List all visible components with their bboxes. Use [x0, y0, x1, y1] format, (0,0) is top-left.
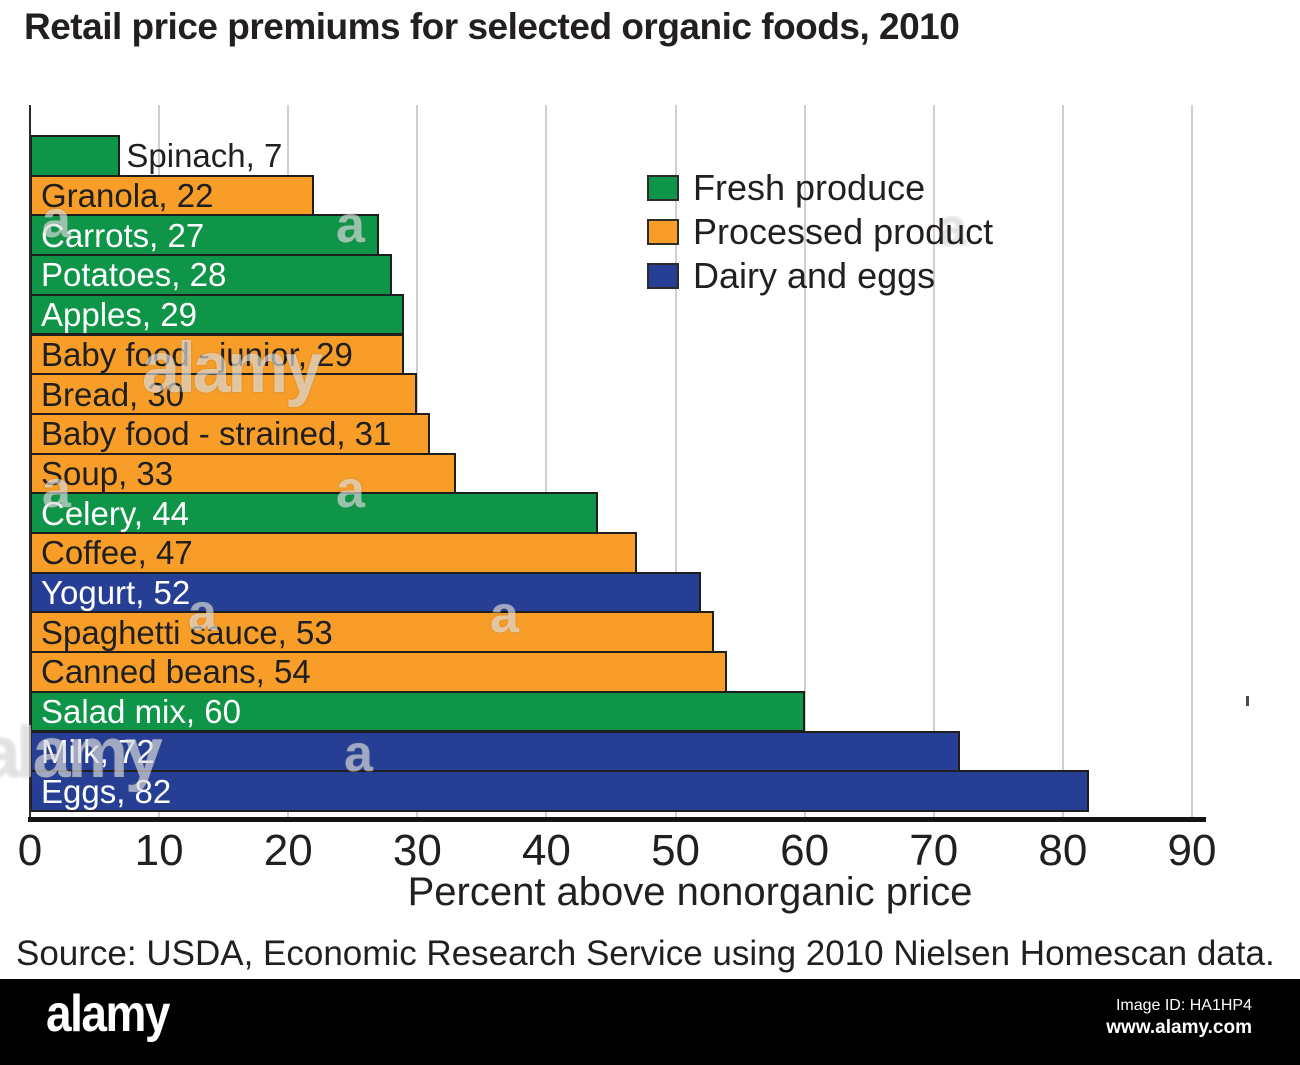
- legend-swatch-icon: [647, 263, 679, 289]
- bar-baby-food-junior: Baby food - junior, 29: [30, 333, 405, 376]
- bar-label: Bread, 30: [41, 375, 185, 413]
- website-text: www.alamy.com: [1106, 1017, 1252, 1038]
- bar-coffee: Coffee, 47: [30, 532, 637, 574]
- x-tick-label-80: 80: [1038, 826, 1088, 875]
- legend-label: Processed product: [693, 211, 994, 252]
- legend-label: Fresh produce: [693, 167, 926, 208]
- bar-label: Canned beans, 54: [41, 653, 311, 691]
- bar-yogurt: Yogurt, 52: [30, 571, 702, 614]
- legend-label: Dairy and eggs: [693, 255, 936, 296]
- gridline-70: [932, 105, 935, 817]
- watermark-artifact: [1246, 696, 1249, 706]
- legend-swatch-icon: [647, 175, 679, 201]
- bar-spinach: Spinach, 7: [30, 135, 282, 177]
- gridline-50: [674, 105, 677, 817]
- gridline-60: [803, 105, 806, 817]
- x-tick-label-20: 20: [263, 826, 313, 875]
- bar-potatoes: Potatoes, 28: [30, 254, 392, 296]
- bar-apples: Apples, 29: [30, 293, 405, 336]
- bar-label: Apples, 29: [41, 296, 197, 334]
- x-tick-label-0: 0: [17, 826, 43, 875]
- bar-label: Milk, 72: [41, 732, 155, 770]
- bar-label: Potatoes, 28: [41, 256, 227, 294]
- bar-label: Carrots, 27: [41, 216, 205, 254]
- bar-baby-food-strained: Baby food - strained, 31: [30, 412, 431, 455]
- x-tick-label-90: 90: [1167, 826, 1217, 875]
- legend-swatch-icon: [647, 219, 679, 245]
- x-tick-label-60: 60: [780, 826, 830, 875]
- bar-carrots: Carrots, 27: [30, 214, 379, 257]
- bar-bread: Bread, 30: [30, 373, 418, 415]
- alamy-logo: alamy: [46, 984, 170, 1043]
- legend: Fresh produce Processed product Dairy and …: [647, 166, 993, 298]
- x-axis-title: Percent above nonorganic price: [407, 870, 973, 914]
- footer-info: Image ID: HA1HP4 www.alamy.com: [1106, 996, 1252, 1040]
- source-note: Source: USDA, Economic Research Service …: [16, 934, 1275, 973]
- bar-label: Baby food - junior, 29: [41, 335, 353, 373]
- bar-label: Granola, 22: [41, 177, 214, 215]
- gridline-80: [1061, 105, 1064, 817]
- x-tick-label-70: 70: [909, 826, 959, 875]
- x-tick-label-30: 30: [392, 826, 442, 875]
- bar-label: Soup, 33: [41, 454, 174, 492]
- bar-label: Spinach, 7: [126, 137, 283, 175]
- image-id-text: Image ID: HA1HP4: [1115, 997, 1252, 1014]
- bar-eggs: Eggs, 82: [30, 770, 1089, 812]
- y-axis-spine: [29, 105, 31, 817]
- footer-bar: alamy Image ID: HA1HP4 www.alamy.com: [0, 979, 1300, 1065]
- gridline-90: [1191, 105, 1193, 817]
- bar-soup: Soup, 33: [30, 452, 457, 495]
- legend-item-fresh-produce: Fresh produce: [647, 166, 993, 210]
- x-tick-label-10: 10: [134, 826, 184, 875]
- bar-granola: Granola, 22: [30, 174, 315, 217]
- bar-label: Eggs, 82: [41, 772, 172, 810]
- bar-label: Celery, 44: [41, 494, 189, 532]
- bar-label: Yogurt, 52: [41, 574, 191, 612]
- bar-label: Coffee, 47: [41, 534, 193, 572]
- bar-salad-mix: Salad mix, 60: [30, 690, 805, 733]
- legend-item-processed-product: Processed product: [647, 210, 993, 254]
- bar-milk: Milk, 72: [30, 730, 960, 773]
- bar-spaghetti-sauce: Spaghetti sauce, 53: [30, 611, 715, 654]
- x-axis-line: [28, 817, 1206, 822]
- gridline-40: [545, 105, 548, 817]
- x-tick-label-50: 50: [651, 826, 701, 875]
- bar-label: Baby food - strained, 31: [41, 415, 392, 453]
- bar-label: Salad mix, 60: [41, 693, 241, 731]
- chart-title: Retail price premiums for selected organ…: [24, 6, 960, 47]
- legend-item-dairy-and-eggs: Dairy and eggs: [647, 254, 993, 298]
- plot-area: Spinach, 7 Granola, 22 Carrots, 27 Potatoes…: [29, 105, 1193, 817]
- bar-label: Spaghetti sauce, 53: [41, 613, 333, 651]
- x-tick-label-40: 40: [521, 826, 571, 875]
- bar-celery: Celery, 44: [30, 492, 599, 534]
- bar-canned-beans: Canned beans, 54: [30, 651, 728, 693]
